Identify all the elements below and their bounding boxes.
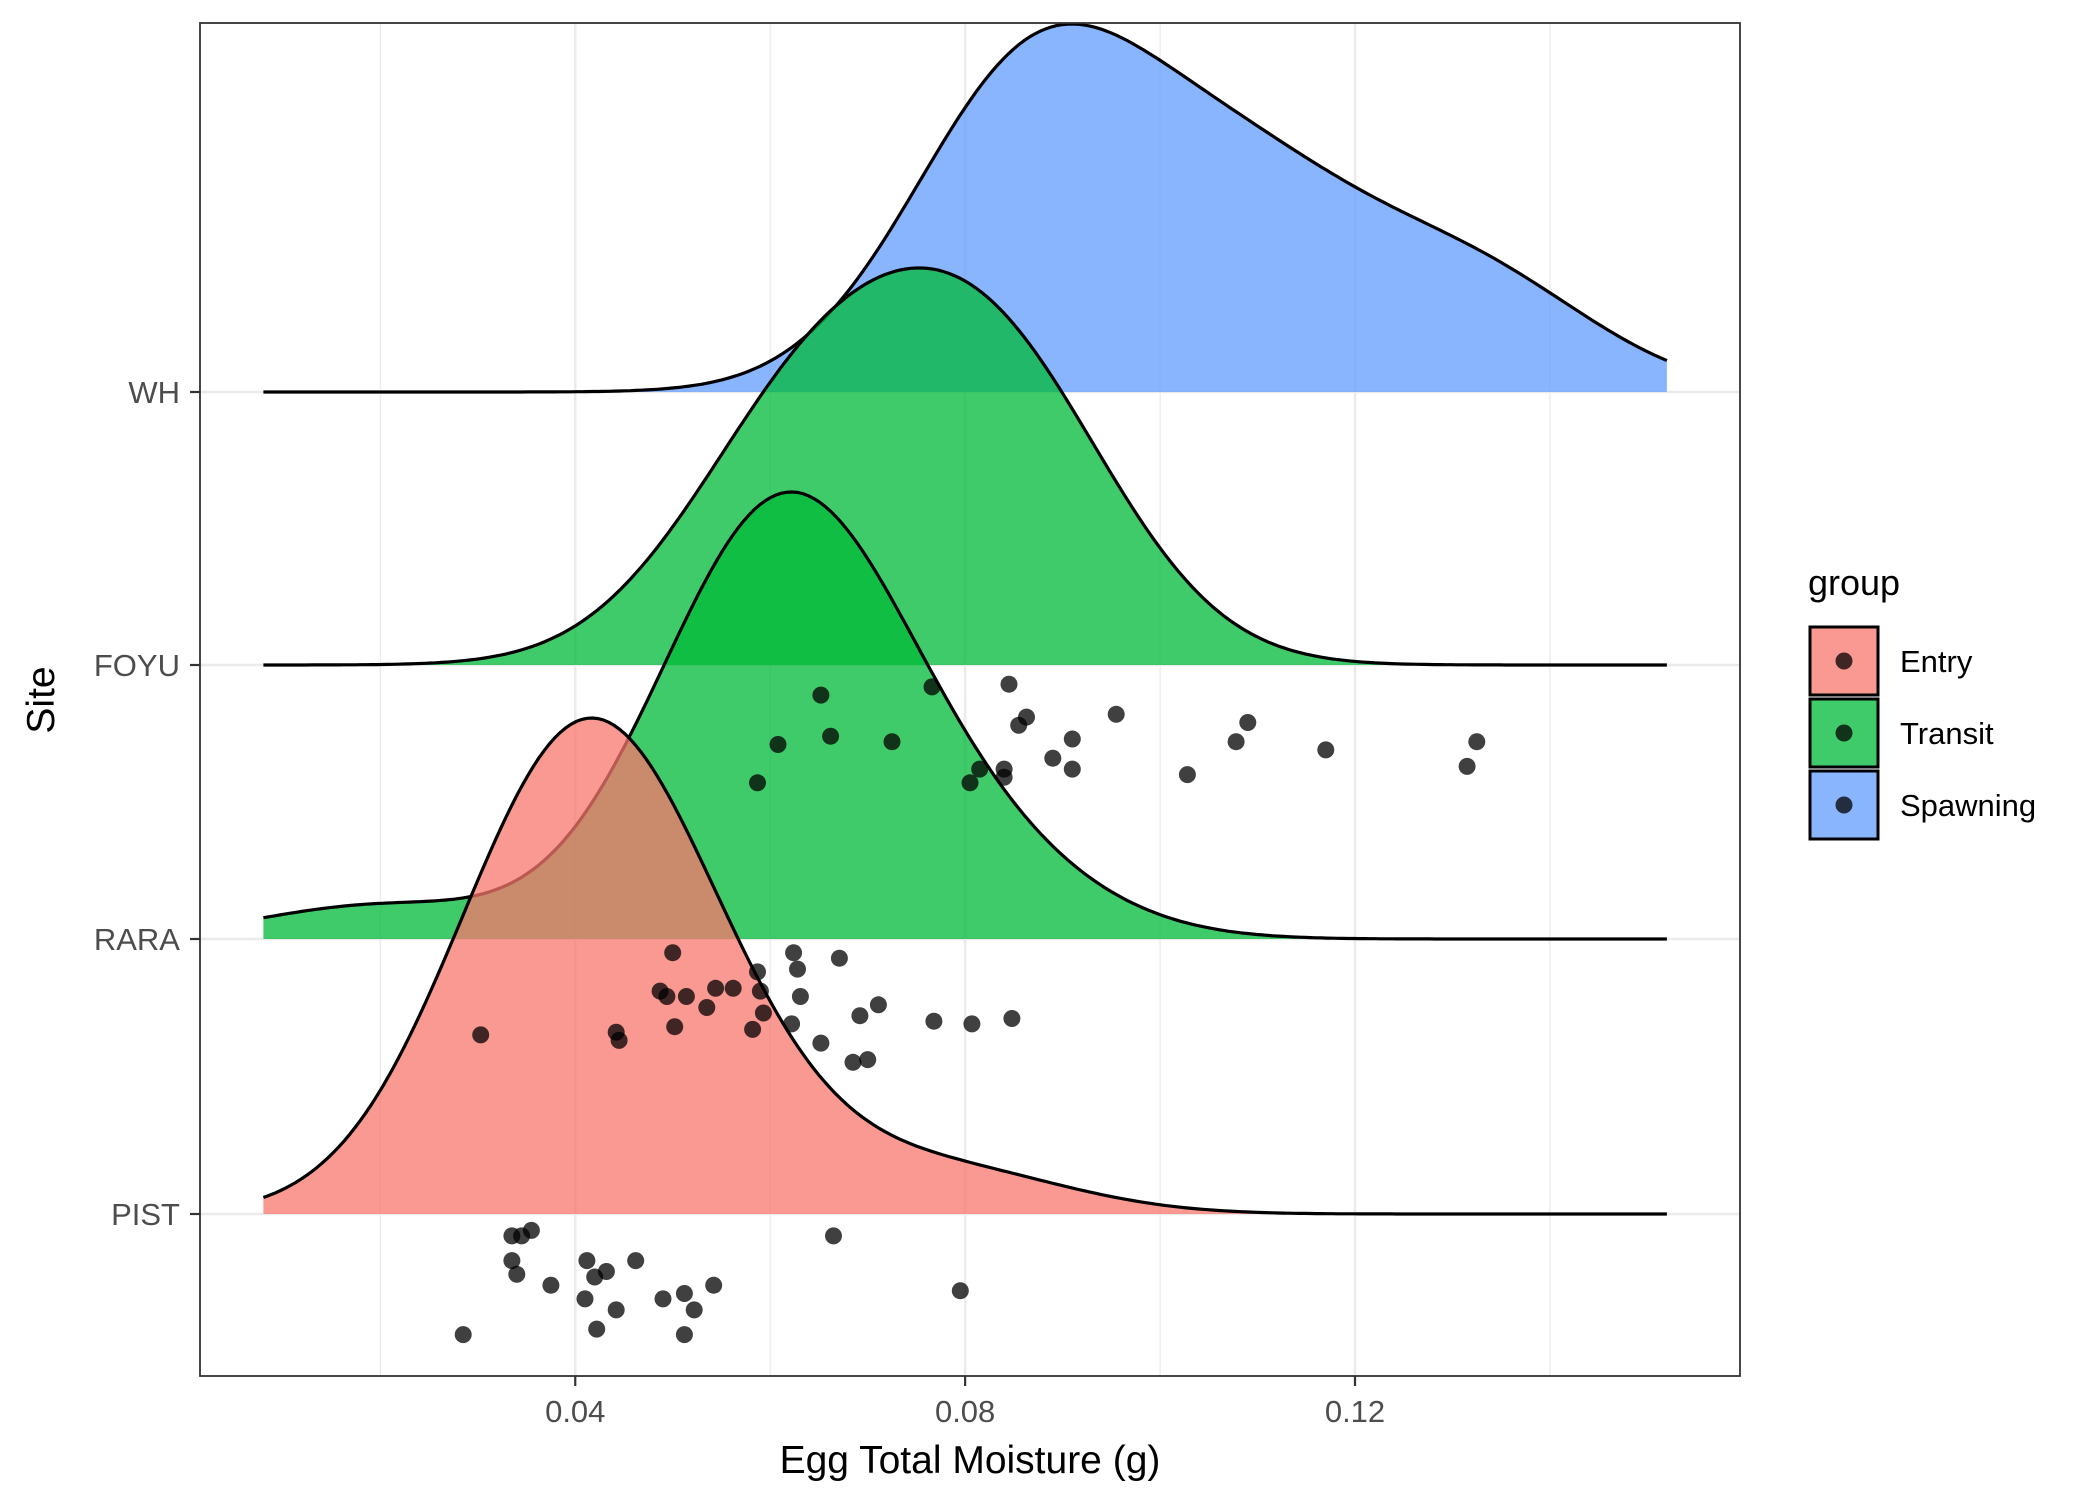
legend-label-transit: Transit [1900, 716, 1994, 751]
data-point-rara [472, 1026, 490, 1044]
x-axis: 0.04 0.08 0.12 [545, 1376, 1385, 1429]
data-point-rara [749, 963, 766, 981]
density-outline-foyu [263, 266, 1667, 667]
data-point-rara [658, 988, 676, 1005]
y-tick-label: RARA [94, 922, 180, 957]
data-point-rara [664, 944, 682, 962]
data-point-rara [666, 1018, 684, 1036]
data-point-rara [724, 979, 742, 997]
data-point-foyu [1458, 757, 1476, 775]
data-point-pist [454, 1326, 472, 1344]
y-tick-label: PIST [111, 1197, 180, 1232]
data-point-foyu [1178, 766, 1196, 784]
data-point-rara [925, 1012, 943, 1030]
data-point-rara [754, 1004, 772, 1022]
data-point-foyu [1317, 741, 1335, 759]
data-point-rara [749, 774, 766, 792]
data-point-pist [503, 1252, 521, 1270]
data-point-pist [607, 1301, 625, 1319]
data-point-pist [685, 1301, 703, 1319]
y-tick-label: FOYU [94, 648, 180, 683]
data-point-rara [923, 678, 941, 696]
data-point-rara [751, 982, 769, 1000]
density-area-foyu [263, 268, 1667, 665]
data-point-pist [627, 1252, 645, 1270]
density-ridges [262, 22, 1668, 1216]
y-axis: PIST RARA FOYU WH [94, 375, 200, 1232]
data-point-pist [576, 1290, 594, 1308]
data-point-rara [963, 1015, 981, 1033]
data-point-rara [677, 988, 695, 1005]
data-point-foyu [1239, 714, 1257, 731]
x-tick-label: 0.12 [1325, 1394, 1385, 1429]
legend-title: group [1808, 562, 1900, 603]
legend-key-point [1835, 724, 1853, 742]
data-point-pist [675, 1285, 693, 1302]
data-point-pist [542, 1276, 560, 1294]
data-point-rara [698, 999, 716, 1016]
data-point-rara [869, 996, 887, 1014]
data-point-rara [812, 1034, 830, 1052]
data-point-pist [578, 1252, 596, 1270]
panel-border [199, 22, 1741, 1377]
data-point-pist [508, 1265, 526, 1283]
x-tick-label: 0.04 [545, 1394, 605, 1429]
data-point-rara [610, 1031, 628, 1049]
x-tick-label: 0.08 [935, 1394, 995, 1429]
data-point-rara [1003, 1010, 1021, 1027]
data-point-foyu [1063, 760, 1081, 778]
data-point-pist [597, 1263, 615, 1280]
density-area-pist [263, 718, 1667, 1214]
data-point-pist [705, 1276, 723, 1294]
data-point-foyu [971, 760, 989, 778]
data-point-rara [744, 1020, 762, 1038]
data-point-rara [707, 979, 725, 997]
data-point-rara [822, 727, 840, 745]
data-point-pist [513, 1227, 531, 1245]
x-axis-title: Egg Total Moisture (g) [780, 1439, 1161, 1482]
legend: group Entry Transit Spawning [1808, 562, 2036, 841]
legend-label-entry: Entry [1900, 644, 1973, 679]
data-point-rara [769, 736, 787, 753]
data-point-pist [825, 1227, 842, 1245]
density-area-wh [263, 24, 1667, 392]
data-point-foyu [995, 760, 1013, 778]
data-point-rara [785, 944, 803, 962]
y-tick-label: WH [128, 375, 180, 410]
data-point-rara [1063, 730, 1081, 748]
data-point-pist [675, 1326, 693, 1344]
data-point-rara [830, 949, 848, 967]
data-point-foyu [1044, 749, 1062, 767]
data-point-rara [851, 1007, 869, 1025]
data-point-rara [961, 774, 979, 792]
data-point-pist [654, 1290, 672, 1308]
data-point-rara [791, 988, 809, 1005]
data-point-foyu [1010, 716, 1028, 734]
legend-key-point [1835, 652, 1853, 670]
legend-label-spawning: Spawning [1900, 788, 2036, 823]
data-point-rara [844, 1053, 862, 1071]
legend-key-point [1835, 796, 1853, 814]
density-outline-pist [262, 716, 1667, 1216]
data-point-pist [951, 1282, 969, 1300]
y-axis-title: Site [20, 666, 63, 733]
data-point-foyu [1468, 733, 1486, 751]
data-points [454, 675, 1486, 1344]
data-point-rara [1000, 675, 1018, 693]
density-outline-wh [263, 22, 1668, 394]
data-point-rara [859, 1051, 877, 1069]
data-point-foyu [1107, 705, 1125, 723]
data-point-rara [783, 1015, 801, 1033]
data-point-rara [812, 686, 830, 704]
data-point-pist [588, 1320, 606, 1338]
data-point-foyu [1227, 733, 1245, 751]
data-point-rara [789, 960, 806, 978]
data-point-foyu [883, 733, 901, 751]
